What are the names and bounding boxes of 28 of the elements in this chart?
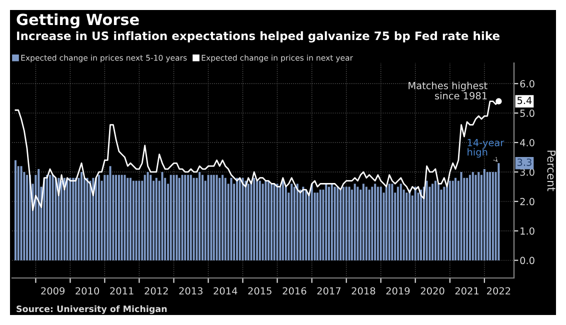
- y-tick-label: 4.0: [520, 139, 534, 146]
- annotation: 5.4: [517, 96, 532, 104]
- annotation: 14-year high: [468, 139, 504, 158]
- x-tick-label: 2011: [110, 287, 134, 295]
- chart-subtitle: Increase in US inflation expectations helped galvanize 75 bp Fed rate hike: [17, 31, 500, 42]
- annotation: 3.3: [517, 158, 532, 166]
- x-tick-label: 2016: [282, 287, 306, 295]
- annotation: Matches highest since 1981: [408, 82, 488, 100]
- source-note: Source: University of Michigan: [16, 305, 167, 314]
- x-tick-label: 2020: [420, 287, 444, 295]
- x-tick-label: 2013: [179, 287, 202, 295]
- x-tick-label: 2022: [487, 287, 510, 295]
- x-tick-label: 2017: [317, 287, 341, 295]
- x-tick-label: 2009: [41, 287, 65, 295]
- y-tick-label: 1.0: [520, 227, 534, 235]
- y-tick-label: 6.0: [520, 80, 534, 88]
- y-tick-label: 5.0: [520, 110, 534, 117]
- y-axis-title: Percent: [547, 150, 556, 192]
- chart-title: Getting Worse: [16, 13, 139, 28]
- x-tick-label: 2010: [76, 287, 100, 295]
- x-tick-label: 2014: [214, 287, 238, 295]
- x-tick-label: 2021: [455, 287, 479, 295]
- x-tick-label: 2015: [248, 287, 272, 295]
- x-tick-label: 2018: [352, 287, 376, 295]
- y-tick-label: 2.0: [520, 198, 534, 206]
- x-tick-label: 2019: [386, 287, 410, 295]
- y-tick-label: 0.0: [520, 256, 534, 264]
- x-tick-label: 2012: [144, 287, 168, 295]
